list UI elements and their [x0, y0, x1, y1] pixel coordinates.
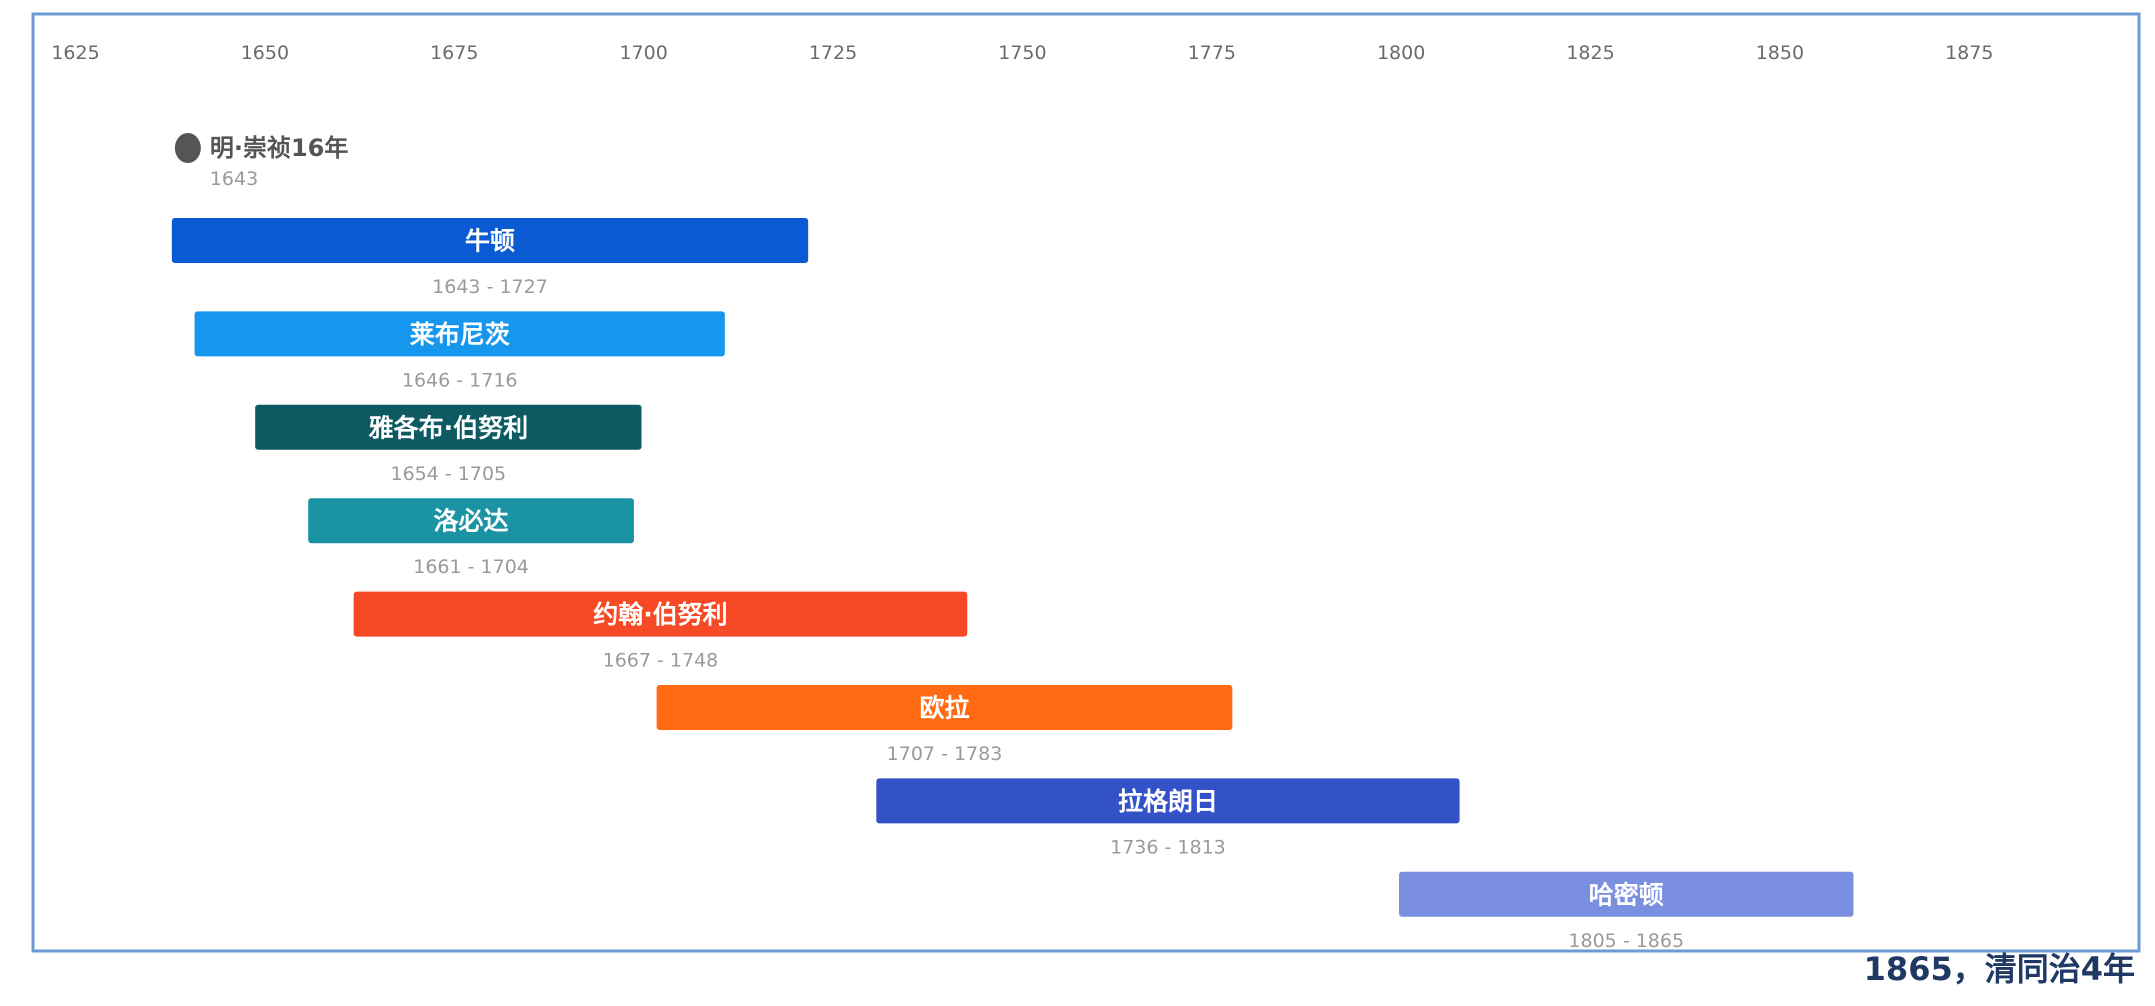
- x-tick-label: 1800: [1377, 42, 1425, 64]
- x-tick-label: 1775: [1188, 42, 1236, 64]
- bar-range-label: 1643 - 1727: [432, 276, 548, 298]
- bar: [656, 685, 1233, 730]
- x-tick-label: 1675: [430, 42, 478, 64]
- bar: [255, 404, 642, 450]
- bar-range-label: 1736 - 1813: [1110, 836, 1226, 858]
- bar: [194, 311, 725, 357]
- bar-range-label: 1654 - 1705: [391, 463, 507, 485]
- x-tick-label: 1700: [619, 42, 667, 64]
- x-axis-ticks: 1625 1650 1675 1700 1725 1750 1775 1800 1825 1850…: [51, 42, 1993, 64]
- bar-range-label: 1707 - 1783: [887, 743, 1003, 765]
- bar: [1399, 871, 1854, 917]
- bar: [876, 778, 1460, 824]
- event-dot-icon: [174, 133, 201, 163]
- event-marker-group: 明·崇祯16年 1643: [174, 133, 349, 190]
- bar-label: 哈密顿: [1589, 880, 1664, 909]
- bar-label: 牛顿: [465, 227, 515, 256]
- x-tick-label: 1650: [241, 42, 289, 64]
- bar-label: 约翰·伯努利: [593, 600, 728, 629]
- event-label: 明·崇祯16年: [210, 134, 349, 162]
- caption: 1865，清同治4年: [1863, 950, 2135, 988]
- event-year: 1643: [210, 168, 258, 190]
- bar: [171, 218, 809, 263]
- bar: [353, 591, 968, 637]
- x-tick-label: 1625: [51, 42, 99, 64]
- bar-range-label: 1661 - 1704: [413, 556, 529, 578]
- bar-range-label: 1805 - 1865: [1568, 930, 1684, 952]
- x-tick-label: 1875: [1945, 42, 1993, 64]
- bar-label: 拉格朗日: [1118, 787, 1218, 816]
- bar-label: 雅各布·伯努利: [369, 413, 529, 442]
- x-tick-label: 1750: [998, 42, 1046, 64]
- bar-label: 洛必达: [434, 507, 509, 536]
- bar-range-label: 1646 - 1716: [402, 369, 518, 391]
- bar-label: 欧拉: [919, 694, 969, 723]
- bars-group: 牛顿 1643 - 1727 莱布尼茨 1646 - 1716 雅各布·伯努利 1654 …: [171, 218, 1854, 952]
- x-tick-label: 1725: [809, 42, 857, 64]
- bar-label: 莱布尼茨: [410, 320, 510, 349]
- bar: [308, 498, 634, 544]
- x-tick-label: 1850: [1756, 42, 1804, 64]
- x-tick-label: 1825: [1566, 42, 1614, 64]
- bar-range-label: 1667 - 1748: [603, 650, 719, 672]
